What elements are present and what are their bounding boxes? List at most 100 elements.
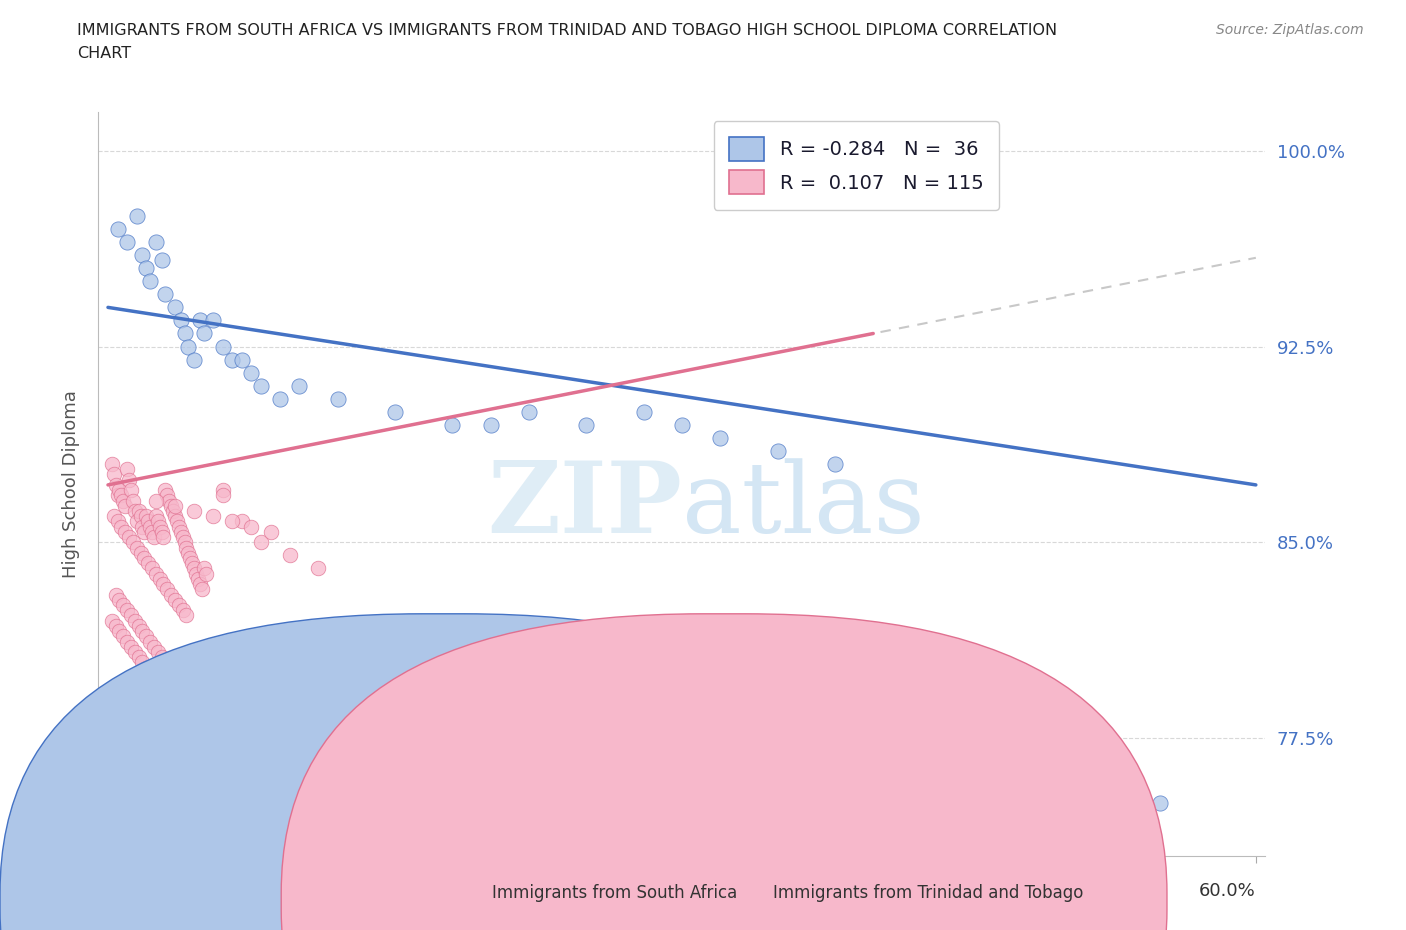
Text: CHART: CHART	[77, 46, 131, 61]
Point	[202, 313, 225, 328]
Text: ZIP: ZIP	[486, 458, 682, 554]
Point	[179, 551, 201, 565]
Point	[479, 418, 502, 432]
Point	[112, 629, 135, 644]
Point	[170, 525, 193, 539]
Point	[155, 286, 177, 301]
Point	[107, 221, 129, 236]
Point	[177, 545, 200, 560]
Point	[124, 613, 146, 628]
Point	[104, 587, 127, 602]
Point	[155, 655, 177, 670]
Point	[202, 509, 225, 524]
Point	[142, 639, 165, 654]
Point	[141, 525, 163, 539]
Point	[194, 566, 217, 581]
Point	[163, 498, 186, 513]
Point	[112, 493, 135, 508]
Point	[162, 503, 184, 518]
Point	[145, 509, 167, 524]
Point	[193, 326, 215, 341]
Point	[259, 525, 281, 539]
Point	[184, 566, 207, 581]
Point	[166, 671, 188, 685]
Text: atlas: atlas	[682, 458, 925, 554]
Point	[107, 514, 129, 529]
Text: Immigrants from Trinidad and Tobago: Immigrants from Trinidad and Tobago	[773, 884, 1084, 902]
Point	[240, 519, 263, 534]
Point	[150, 253, 173, 268]
Point	[177, 339, 200, 354]
Point	[575, 418, 598, 432]
Point	[384, 405, 406, 419]
Point	[146, 514, 169, 529]
Point	[163, 509, 186, 524]
Point	[152, 577, 174, 591]
Point	[110, 488, 132, 503]
Point	[163, 300, 186, 315]
Point	[124, 644, 146, 659]
Point	[278, 548, 301, 563]
Point	[108, 592, 131, 607]
Point	[269, 392, 291, 406]
Point	[166, 514, 188, 529]
Point	[135, 629, 157, 644]
Point	[115, 634, 138, 649]
Point	[145, 493, 167, 508]
Point	[250, 379, 273, 393]
Point	[163, 592, 186, 607]
Point	[110, 519, 132, 534]
Point	[142, 530, 165, 545]
Point	[824, 457, 846, 472]
Point	[115, 234, 138, 249]
Point	[101, 457, 124, 472]
Point	[176, 608, 198, 623]
Point	[150, 525, 173, 539]
Point	[139, 519, 162, 534]
Point	[103, 467, 125, 482]
Point	[129, 509, 152, 524]
Point	[139, 634, 162, 649]
Point	[120, 483, 142, 498]
Point	[231, 352, 253, 367]
Point	[172, 530, 194, 545]
Point	[125, 540, 148, 555]
Point	[211, 488, 233, 503]
Point	[155, 483, 177, 498]
Point	[162, 666, 184, 681]
Point	[188, 577, 211, 591]
Point	[211, 339, 233, 354]
Point	[141, 561, 163, 576]
Point	[288, 379, 311, 393]
Point	[131, 624, 153, 639]
Point	[108, 624, 131, 639]
Point	[108, 483, 131, 498]
Point	[671, 418, 693, 432]
Point	[346, 692, 368, 707]
Point	[170, 676, 193, 691]
Point	[167, 598, 190, 613]
Text: 60.0%: 60.0%	[1199, 882, 1256, 899]
Point	[120, 639, 142, 654]
Point	[135, 509, 157, 524]
Text: Immigrants from South Africa: Immigrants from South Africa	[492, 884, 737, 902]
Point	[136, 514, 159, 529]
Point	[193, 561, 215, 576]
Point	[183, 503, 205, 518]
Point	[1149, 796, 1171, 811]
Point	[156, 488, 179, 503]
Point	[326, 392, 349, 406]
Y-axis label: High School Diploma: High School Diploma	[62, 390, 80, 578]
Point	[231, 514, 253, 529]
Point	[114, 525, 136, 539]
Point	[125, 208, 148, 223]
Point	[183, 561, 205, 576]
Point	[124, 503, 146, 518]
Point	[187, 571, 209, 586]
Point	[188, 313, 211, 328]
Point	[190, 582, 212, 597]
Point	[709, 431, 731, 445]
Point	[157, 660, 180, 675]
Point	[145, 566, 167, 581]
Point	[118, 530, 141, 545]
